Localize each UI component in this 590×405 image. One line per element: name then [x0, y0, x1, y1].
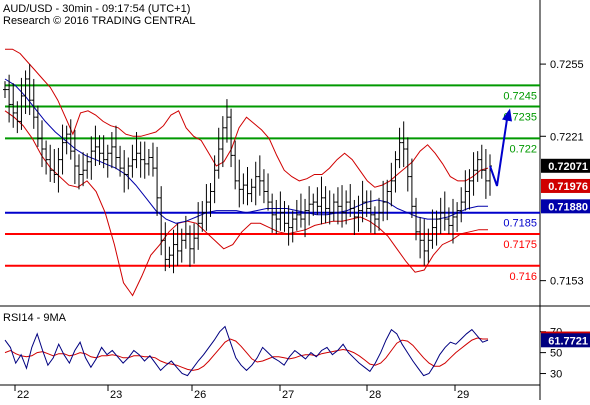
- x-tick-label: 22: [17, 389, 29, 400]
- time-axis-ticks: 22 23 26 27 28 29: [14, 385, 469, 401]
- value-tag-0.71976: 0.71976: [548, 181, 588, 193]
- moving-average: [4, 78, 488, 224]
- value-tag-bg: [541, 199, 590, 214]
- value-tag-bg: [541, 178, 590, 193]
- x-tick-label: 29: [457, 389, 469, 400]
- value-tag-61.7721: 61.7721: [548, 335, 588, 347]
- rsi-y-tick-label: 30: [550, 369, 562, 381]
- projection-arrow: [489, 108, 512, 187]
- rsi-panel-label: RSI14 - 9MA: [3, 312, 67, 324]
- x-tick-label: 23: [110, 389, 122, 400]
- rsi-y-tick-label: 50: [550, 348, 562, 360]
- bollinger-lower: [4, 110, 488, 297]
- level-label-0.7175: 0.7175: [503, 239, 537, 251]
- y-tick-label: 0.7255: [550, 59, 584, 71]
- ma-line: [4, 78, 488, 224]
- x-tick-label: 26: [194, 389, 206, 400]
- value-tag-bg: [541, 158, 590, 173]
- level-label-0.716: 0.716: [509, 271, 537, 283]
- chart-title: AUD/USD - 30min - 09:17:54 (UTC+1): [3, 3, 190, 15]
- projection-arrowhead: [502, 108, 512, 122]
- y-tick-label: 0.7221: [550, 131, 584, 143]
- y-tick-label: 0.7153: [550, 276, 584, 288]
- value-tag-0.71880: 0.71880: [548, 201, 588, 213]
- projection-line: [489, 112, 509, 187]
- rsi-ma-line: [4, 337, 488, 371]
- price-bars: [3, 64, 492, 274]
- rsi-line: [4, 325, 489, 377]
- value-tag-0.72071: 0.72071: [548, 161, 588, 173]
- rsi-lines: [4, 325, 489, 377]
- level-label-0.7185: 0.7185: [503, 218, 537, 230]
- level-label-0.7245: 0.7245: [503, 90, 537, 102]
- level-label-0.722: 0.722: [509, 143, 537, 155]
- value-tag-bg: [541, 333, 590, 348]
- x-tick-label: 27: [282, 389, 294, 400]
- chart-copyright: Research © 2016 TRADING CENTRAL: [3, 15, 196, 27]
- x-tick-label: 28: [369, 389, 381, 400]
